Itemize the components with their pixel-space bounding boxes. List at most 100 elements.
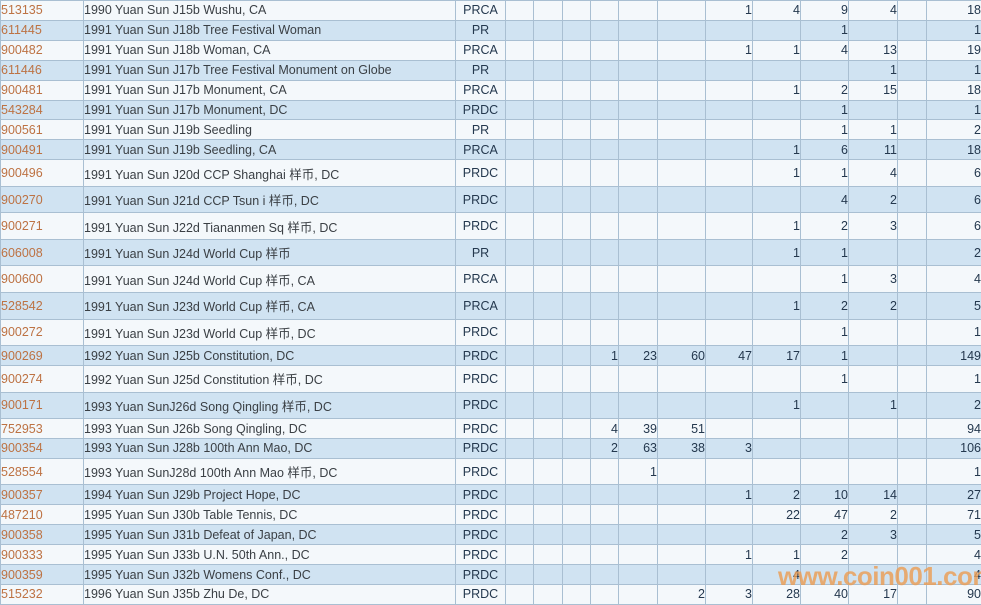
grade-count-cell: 3 [705, 583, 753, 605]
cert-id-link[interactable]: 487210 [0, 504, 84, 526]
cert-id-link[interactable]: 900269 [0, 345, 84, 366]
grade-count-cell [533, 0, 563, 21]
grade-count-cell: 3 [848, 265, 898, 293]
grade-count-cell [705, 504, 753, 526]
grade-count-cell [657, 391, 706, 420]
grade-count-cell [848, 318, 898, 347]
grade-count-cell [705, 119, 753, 141]
grade-count-cell [618, 564, 658, 585]
grade-count-cell [562, 159, 591, 187]
cert-id-link[interactable]: 900357 [0, 484, 84, 506]
grade-count-cell: 17 [752, 345, 801, 366]
grade-count-cell [533, 139, 563, 161]
grade-count-cell [657, 139, 706, 161]
grade-count-cell [800, 564, 849, 585]
designation-cell: PRDC [455, 99, 506, 121]
grade-count-cell [505, 19, 534, 41]
grade-count-cell [657, 484, 706, 506]
grade-count-cell [752, 99, 801, 121]
cert-id-link[interactable]: 900600 [0, 265, 84, 293]
cert-id-link[interactable]: 900354 [0, 437, 84, 459]
cert-id-link[interactable]: 900481 [0, 79, 84, 101]
grade-count-cell: 1 [800, 19, 849, 41]
grade-count-cell: 4 [752, 0, 801, 21]
grade-count-cell [590, 185, 619, 214]
grade-count-cell [562, 391, 591, 420]
grade-count-cell [897, 437, 927, 459]
grade-count-cell [897, 139, 927, 161]
table-row: 900496 1991 Yuan Sun J20d CCP Shanghai 样币… [0, 159, 981, 187]
grade-count-cell [800, 437, 849, 459]
grade-count-cell: 1 [752, 544, 801, 566]
designation-cell: PRCA [455, 79, 506, 101]
table-row: 900482 1991 Yuan Sun J18b Woman, CA PRCA 1 1… [0, 39, 981, 61]
cert-id-link[interactable]: 900359 [0, 564, 84, 585]
grade-count-cell [752, 119, 801, 141]
total-count-cell: 106 [926, 437, 981, 459]
coin-description-cell: 1991 Yuan Sun J18b Woman, CA [83, 39, 456, 61]
cert-id-link[interactable]: 543284 [0, 99, 84, 121]
grade-count-cell [897, 391, 927, 420]
grade-count-cell [590, 504, 619, 526]
grade-count-cell [618, 364, 658, 393]
designation-cell: PRCA [455, 39, 506, 61]
grade-count-cell [897, 583, 927, 605]
grade-count-cell: 1 [752, 159, 801, 187]
cert-id-link[interactable]: 611446 [0, 59, 84, 81]
cert-id-link[interactable]: 900333 [0, 544, 84, 566]
grade-count-cell [505, 364, 534, 393]
grade-count-cell [705, 364, 753, 393]
grade-count-cell [505, 564, 534, 585]
cert-id-link[interactable]: 900271 [0, 212, 84, 240]
cert-id-link[interactable]: 900171 [0, 391, 84, 420]
designation-cell: PRDC [455, 318, 506, 347]
grade-count-cell [705, 185, 753, 214]
cert-id-link[interactable]: 900496 [0, 159, 84, 187]
grade-count-cell [533, 79, 563, 101]
grade-count-cell [562, 583, 591, 605]
grade-count-cell: 1 [800, 159, 849, 187]
grade-count-cell: 11 [848, 139, 898, 161]
grade-count-cell: 2 [848, 291, 898, 320]
coin-description-cell: 1991 Yuan Sun J20d CCP Shanghai 样币, DC [83, 159, 456, 187]
designation-cell: PRCA [455, 291, 506, 320]
total-count-cell: 18 [926, 79, 981, 101]
grade-count-cell [752, 437, 801, 459]
grade-count-cell [897, 212, 927, 240]
grade-count-cell [897, 291, 927, 320]
cert-id-link[interactable]: 528554 [0, 457, 84, 486]
grade-count-cell [752, 457, 801, 486]
cert-id-link[interactable]: 528542 [0, 291, 84, 320]
grade-count-cell [590, 19, 619, 41]
grade-count-cell [618, 99, 658, 121]
grade-count-cell [618, 544, 658, 566]
coin-description-cell: 1991 Yuan Sun J22d Tiananmen Sq 样币, DC [83, 212, 456, 240]
total-count-cell: 4 [926, 564, 981, 585]
grade-count-cell [505, 238, 534, 267]
grade-count-cell [657, 212, 706, 240]
cert-id-link[interactable]: 900491 [0, 139, 84, 161]
grade-count-cell [848, 544, 898, 566]
table-row: 611445 1991 Yuan Sun J18b Tree Festival W… [0, 19, 981, 41]
cert-id-link[interactable]: 900561 [0, 119, 84, 141]
grade-count-cell [590, 238, 619, 267]
grade-count-cell: 14 [848, 484, 898, 506]
cert-id-link[interactable]: 900358 [0, 524, 84, 546]
grade-count-cell [590, 159, 619, 187]
grade-count-cell [657, 544, 706, 566]
designation-cell: PRCA [455, 0, 506, 21]
grade-count-cell: 28 [752, 583, 801, 605]
cert-id-link[interactable]: 900270 [0, 185, 84, 214]
cert-id-link[interactable]: 752953 [0, 418, 84, 439]
cert-id-link[interactable]: 900272 [0, 318, 84, 347]
grade-count-cell: 60 [657, 345, 706, 366]
cert-id-link[interactable]: 611445 [0, 19, 84, 41]
cert-id-link[interactable]: 900482 [0, 39, 84, 61]
cert-id-link[interactable]: 515232 [0, 583, 84, 605]
cert-id-link[interactable]: 513135 [0, 0, 84, 21]
grade-count-cell [657, 564, 706, 585]
cert-id-link[interactable]: 606008 [0, 238, 84, 267]
grade-count-cell [705, 564, 753, 585]
grade-count-cell: 4 [590, 418, 619, 439]
cert-id-link[interactable]: 900274 [0, 364, 84, 393]
